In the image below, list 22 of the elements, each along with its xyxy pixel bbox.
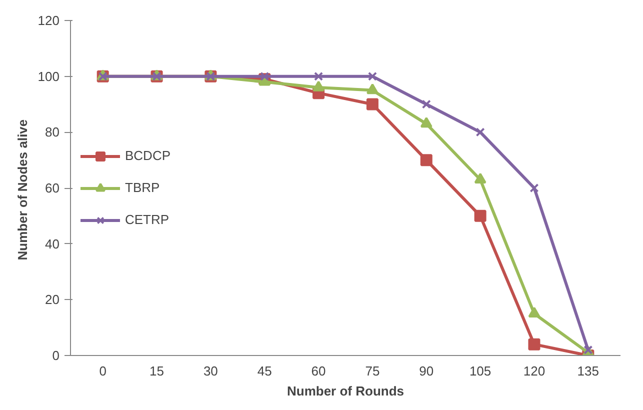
legend-label: TBRP bbox=[125, 180, 160, 195]
y-tick-label: 120 bbox=[38, 13, 60, 28]
x-tick-label: 60 bbox=[311, 364, 326, 378]
y-tick-label: 80 bbox=[45, 124, 60, 140]
y-tick-label: 40 bbox=[45, 236, 60, 252]
y-tick-label: 20 bbox=[45, 292, 60, 308]
x-tick-label: 75 bbox=[365, 364, 380, 378]
x-tick-label: 135 bbox=[577, 364, 600, 378]
legend-label: CETRP bbox=[125, 212, 170, 227]
x-tick-label: 45 bbox=[257, 364, 272, 378]
x-tick-label: 0 bbox=[99, 364, 106, 378]
legend-label: BCDCP bbox=[125, 148, 171, 163]
x-tick-label: 120 bbox=[523, 364, 546, 378]
x-tick-label: 90 bbox=[419, 364, 434, 378]
x-axis-title: Number of Rounds bbox=[287, 384, 404, 398]
y-axis-title: Number of Nodes alive bbox=[14, 119, 30, 260]
y-tick-label: 0 bbox=[52, 348, 60, 363]
x-tick-label: 105 bbox=[469, 364, 492, 378]
x-tick-label: 30 bbox=[203, 364, 218, 378]
x-tick-label: 15 bbox=[150, 364, 164, 378]
y-tick-label: 100 bbox=[38, 68, 60, 84]
y-tick-label: 60 bbox=[45, 180, 60, 196]
